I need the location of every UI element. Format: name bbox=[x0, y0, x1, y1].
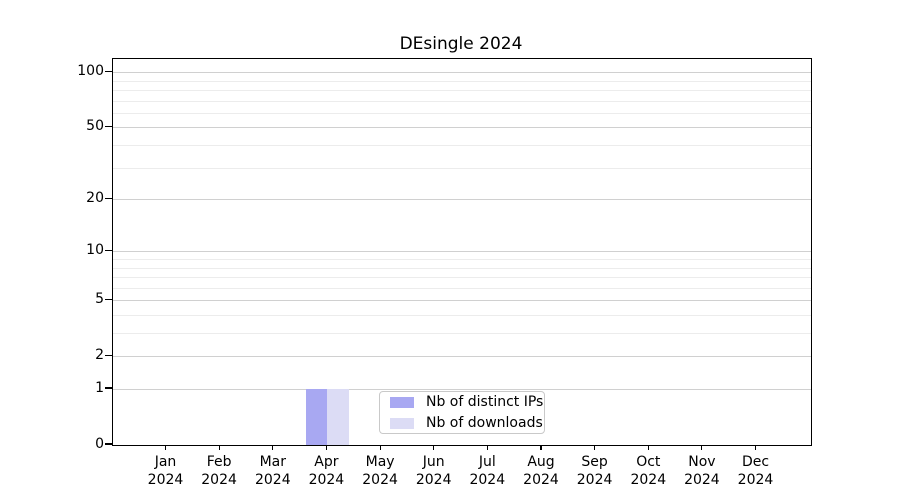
x-tick-year: 2024 bbox=[523, 472, 559, 488]
y-tick-mark-0 bbox=[105, 443, 112, 445]
x-tick-year: 2024 bbox=[737, 472, 774, 488]
x-tick-year: 2024 bbox=[308, 472, 345, 488]
y-tick-label-50: 50 bbox=[86, 118, 104, 135]
x-tick-year: 2024 bbox=[576, 472, 613, 488]
legend-label-distinct-ips: Nb of distinct IPs bbox=[426, 394, 544, 410]
y-tick-label-1: 1 bbox=[95, 380, 104, 396]
x-tick-month: Feb bbox=[206, 454, 232, 470]
x-tick-year: 2024 bbox=[469, 472, 506, 488]
y-tick-label-20: 20 bbox=[86, 190, 104, 207]
gridline-minor-70 bbox=[113, 100, 811, 102]
x-tick-label-feb: Feb 2024 bbox=[187, 453, 251, 489]
legend-swatch-distinct-ips bbox=[390, 396, 414, 408]
legend-item-distinct-ips: Nb of distinct IPs bbox=[380, 393, 544, 412]
gridline-major-20 bbox=[113, 199, 811, 201]
x-tick-month: Apr bbox=[314, 454, 339, 470]
x-tick-mark-jan bbox=[164, 445, 167, 450]
x-tick-mark-may bbox=[379, 445, 381, 450]
x-tick-label-sep: Sep 2024 bbox=[563, 453, 627, 489]
x-tick-label-dec: Dec 2024 bbox=[724, 453, 788, 489]
y-tick-mark-2 bbox=[105, 354, 112, 356]
gridline-minor-60 bbox=[113, 112, 811, 114]
x-tick-month: Mar bbox=[259, 454, 286, 470]
x-tick-mark-mar bbox=[272, 445, 274, 450]
gridline-minor-40 bbox=[113, 145, 811, 146]
x-tick-mark-jun bbox=[433, 445, 435, 450]
x-tick-mark-dec bbox=[754, 445, 757, 450]
gridline-major-10 bbox=[113, 251, 811, 253]
x-tick-mark-apr bbox=[325, 445, 327, 450]
x-tick-year: 2024 bbox=[684, 472, 720, 488]
gridline-minor-6 bbox=[113, 287, 811, 289]
y-tick-mark-20 bbox=[105, 197, 112, 199]
legend-label-downloads: Nb of downloads bbox=[426, 415, 543, 431]
gridline-major-2 bbox=[113, 356, 811, 358]
bar-nb-of-distinct-ips-apr bbox=[305, 389, 328, 445]
x-tick-year: 2024 bbox=[201, 472, 237, 488]
gridline-minor-8 bbox=[113, 267, 811, 269]
x-tick-month: Aug bbox=[527, 454, 555, 470]
x-tick-label-jan: Jan 2024 bbox=[134, 453, 198, 489]
x-tick-mark-oct bbox=[647, 445, 649, 450]
x-tick-label-mar: Mar 2024 bbox=[241, 453, 305, 489]
y-tick-label-2: 2 bbox=[95, 347, 104, 364]
x-tick-month: Jan bbox=[154, 454, 177, 470]
x-tick-mark-feb bbox=[218, 445, 220, 450]
gridline-minor-9 bbox=[113, 259, 811, 260]
y-tick-mark-100 bbox=[105, 70, 112, 72]
x-tick-mark-nov bbox=[701, 445, 703, 450]
gridline-minor-4 bbox=[113, 315, 811, 316]
x-tick-label-may: May 2024 bbox=[348, 453, 412, 489]
legend: Nb of distinct IPs Nb of downloads bbox=[379, 391, 545, 434]
y-tick-mark-1 bbox=[105, 387, 112, 389]
legend-swatch-downloads bbox=[390, 417, 414, 429]
bar-nb-of-downloads-apr bbox=[327, 389, 350, 445]
y-tick-mark-5 bbox=[105, 298, 112, 300]
gridline-minor-7 bbox=[113, 277, 811, 278]
x-tick-label-oct: Oct 2024 bbox=[616, 453, 680, 489]
legend-item-downloads: Nb of downloads bbox=[380, 414, 544, 433]
x-tick-month: Jul bbox=[478, 454, 496, 470]
x-tick-mark-sep bbox=[594, 445, 596, 450]
x-tick-month: Dec bbox=[741, 454, 770, 470]
y-tick-mark-50 bbox=[105, 125, 112, 127]
gridline-major-100 bbox=[113, 72, 811, 74]
x-tick-label-jul: Jul 2024 bbox=[455, 453, 519, 489]
gridline-minor-30 bbox=[113, 167, 811, 169]
x-tick-label-nov: Nov 2024 bbox=[670, 453, 734, 489]
gridline-minor-3 bbox=[113, 333, 811, 334]
gridline-major-50 bbox=[113, 127, 811, 129]
gridline-minor-90 bbox=[113, 80, 811, 82]
plot-area: Nb of distinct IPs Nb of downloads bbox=[112, 58, 812, 446]
x-tick-month: May bbox=[365, 454, 395, 470]
x-tick-year: 2024 bbox=[147, 472, 184, 488]
x-tick-month: Sep bbox=[581, 454, 608, 470]
chart-title: DEsingle 2024 bbox=[399, 34, 523, 54]
x-tick-mark-aug bbox=[540, 445, 542, 450]
x-tick-year: 2024 bbox=[630, 472, 667, 488]
x-tick-month: Nov bbox=[688, 454, 716, 470]
x-tick-month: Oct bbox=[636, 454, 661, 470]
gridline-minor-80 bbox=[113, 90, 811, 91]
x-tick-mark-jul bbox=[486, 445, 488, 450]
y-tick-label-100: 100 bbox=[77, 63, 104, 80]
x-tick-year: 2024 bbox=[254, 472, 291, 488]
gridline-major-1 bbox=[113, 389, 811, 390]
y-tick-label-5: 5 bbox=[95, 291, 104, 308]
x-tick-year: 2024 bbox=[415, 472, 452, 488]
gridline-major-5 bbox=[113, 300, 811, 302]
x-tick-month: Jun bbox=[422, 454, 445, 470]
y-tick-label-0: 0 bbox=[95, 436, 104, 452]
x-tick-label-aug: Aug 2024 bbox=[509, 453, 573, 489]
y-tick-mark-10 bbox=[105, 249, 112, 251]
y-tick-label-10: 10 bbox=[86, 242, 104, 259]
x-tick-label-apr: Apr 2024 bbox=[294, 453, 358, 489]
x-tick-year: 2024 bbox=[362, 472, 398, 488]
x-tick-label-jun: Jun 2024 bbox=[402, 453, 466, 489]
